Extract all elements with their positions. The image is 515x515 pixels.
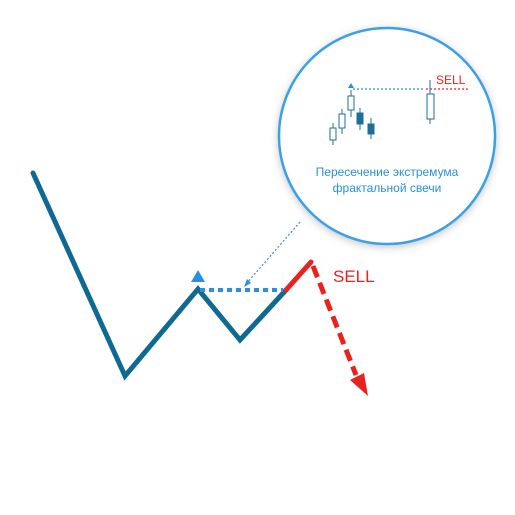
callout-caption-line2: фрактальной свечи	[333, 181, 442, 195]
fractal-up-marker-icon	[191, 270, 205, 282]
callout-connector	[246, 222, 300, 284]
zoom-callout-circle	[279, 28, 495, 244]
candle-body	[339, 114, 345, 128]
candle-body	[427, 94, 434, 119]
callout-caption-line1: Пересечение экстремума	[316, 165, 459, 179]
candle-body	[368, 124, 374, 134]
zoom-sell-label: SELL	[436, 73, 466, 87]
candle-body	[357, 113, 363, 124]
breakout-line	[286, 262, 311, 290]
price-zigzag-line	[33, 173, 286, 376]
candle-body	[330, 128, 336, 140]
candle-body	[348, 96, 354, 110]
sell-label: SELL	[333, 267, 375, 286]
zoom-callout: SELL	[279, 28, 495, 244]
sell-arrow-head-icon	[350, 373, 368, 396]
